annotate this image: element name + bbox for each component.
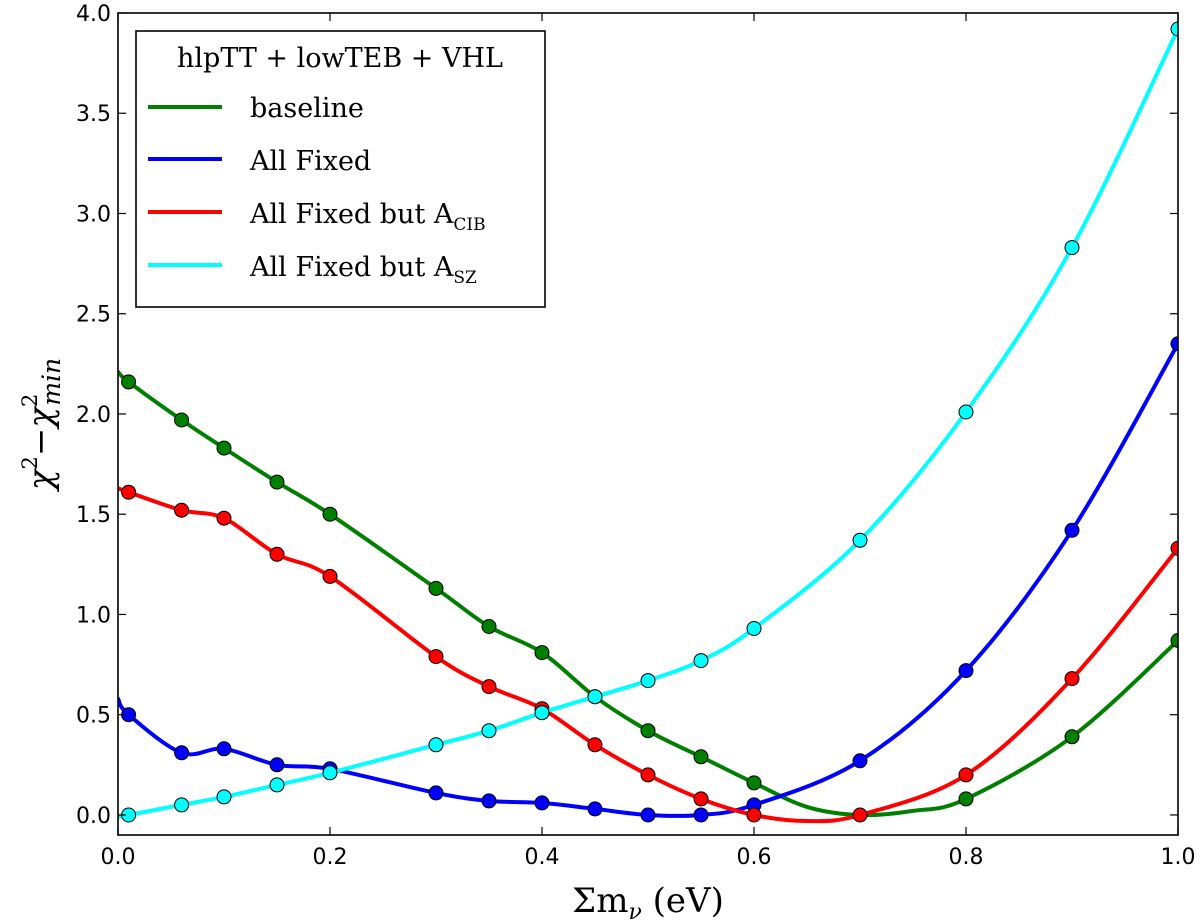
data-point-baseline [216,440,232,456]
x-axis-label-sub: ν [628,900,641,922]
data-point-all-fixed-but-a-sz [746,621,762,636]
y-tick-label: 0.0 [76,804,111,829]
y-axis-label-chi: χ [21,467,61,492]
data-point-all-fixed-but-a-sz [852,532,868,548]
data-point-all-fixed-but-a-sz [481,723,497,739]
y-tick-label: 0.5 [76,704,111,729]
y-axis-label-subscript: min [37,358,66,406]
data-point-all-fixed [693,807,709,823]
legend-label-baseline: baseline [250,93,364,124]
data-point-all-fixed [958,663,974,679]
y-axis-label-sup2: 2 [18,394,42,407]
data-point-all-fixed [640,807,656,823]
data-point-baseline [534,645,550,661]
y-tick-label: 4.0 [76,2,111,27]
data-point-all-fixed-but-a-sz [958,404,974,420]
data-point-baseline [322,506,338,522]
x-tick-label: 0.6 [737,845,772,870]
data-point-all-fixed [1064,522,1080,538]
data-point-all-fixed-but-a-cib [174,502,190,518]
data-point-all-fixed-but-a-sz [693,653,709,669]
plot-frame [117,12,1179,836]
data-point-baseline [746,775,762,791]
data-point-all-fixed-but-a-cib [322,568,338,584]
data-point-all-fixed-but-a-cib [216,510,232,526]
data-point-all-fixed [428,785,444,801]
data-point-all-fixed-but-a-cib [958,767,974,783]
data-point-baseline [958,791,974,807]
data-point-baseline [428,580,444,596]
x-axis-label-main: Σm [572,881,628,921]
legend-label-all-fixed: All Fixed [249,146,371,177]
x-tick-label: 0.2 [313,845,348,870]
y-tick-label: 3.0 [76,202,111,227]
y-axis-label: χ2−χ2min [18,358,66,492]
data-point-all-fixed-but-a-sz [428,737,444,753]
data-point-baseline [693,749,709,765]
data-point-baseline [174,412,190,428]
data-point-baseline [1170,633,1178,648]
legend: hlpTT + lowTEB + VHL baseline All Fixed … [135,30,546,308]
data-point-all-fixed-but-a-sz [1170,21,1178,37]
data-point-baseline [269,474,285,490]
legend-box [135,30,546,308]
data-point-all-fixed [852,753,868,769]
data-point-all-fixed-but-a-cib [693,791,709,807]
data-point-baseline [640,723,656,739]
y-tick-label: 2.5 [76,303,111,328]
x-axis-label-unit: (eV) [653,881,724,921]
data-point-all-fixed-but-a-sz [534,705,550,721]
x-tick-label: 0.4 [525,845,560,870]
y-axis-label-sup: 2 [18,456,42,469]
data-point-all-fixed-but-a-sz [216,789,232,805]
data-point-all-fixed-but-a-cib [1170,540,1178,556]
y-tick-label: 2.0 [76,403,111,428]
data-point-all-fixed [481,793,497,809]
data-point-all-fixed [269,757,285,773]
data-point-all-fixed [587,801,603,817]
y-tick-label: 1.0 [76,603,111,628]
legend-title: hlpTT + lowTEB + VHL [177,43,503,74]
data-point-baseline [481,619,497,634]
data-point-baseline [121,374,137,390]
data-point-all-fixed-but-a-cib [852,807,868,823]
x-tick-label: 0.8 [949,845,984,870]
y-axis-label-chi2: χ [21,405,61,430]
data-point-all-fixed-but-a-sz [322,765,338,781]
y-axis-label-minus: − [21,428,61,457]
series-all-fixed-but-a-sz [118,21,1178,823]
data-point-all-fixed-but-a-sz [269,777,285,793]
legend-label-all-fixed-but-asz: All Fixed but ASZ [249,252,477,288]
data-point-all-fixed-but-a-sz [174,797,190,813]
x-tick-label: 1.0 [1161,845,1196,870]
data-point-all-fixed [216,741,232,757]
data-point-all-fixed-but-a-cib [587,737,603,753]
y-tick-label: 3.5 [76,102,111,127]
y-tick-label: 1.5 [76,503,111,528]
data-point-all-fixed-but-a-cib [121,484,137,500]
data-point-all-fixed-but-a-cib [746,807,762,823]
data-point-all-fixed-but-a-cib [481,679,497,695]
data-point-all-fixed [1170,336,1178,352]
data-point-all-fixed-but-a-sz [640,673,656,689]
data-point-baseline [1064,729,1080,745]
data-point-all-fixed-but-a-sz [1064,240,1080,256]
data-point-all-fixed-but-a-sz [587,689,603,705]
data-point-all-fixed-but-a-cib [269,546,285,562]
data-point-all-fixed [174,745,190,761]
x-axis-label: Σmν (eV) [572,881,724,922]
data-point-all-fixed-but-a-cib [640,767,656,783]
data-point-all-fixed-but-a-cib [428,649,444,665]
data-point-all-fixed [534,795,550,811]
legend-label-all-fixed-but-acib: All Fixed but ACIB [249,199,486,235]
x-tick-label: 0.0 [101,845,136,870]
data-point-all-fixed-but-a-cib [1064,671,1080,687]
